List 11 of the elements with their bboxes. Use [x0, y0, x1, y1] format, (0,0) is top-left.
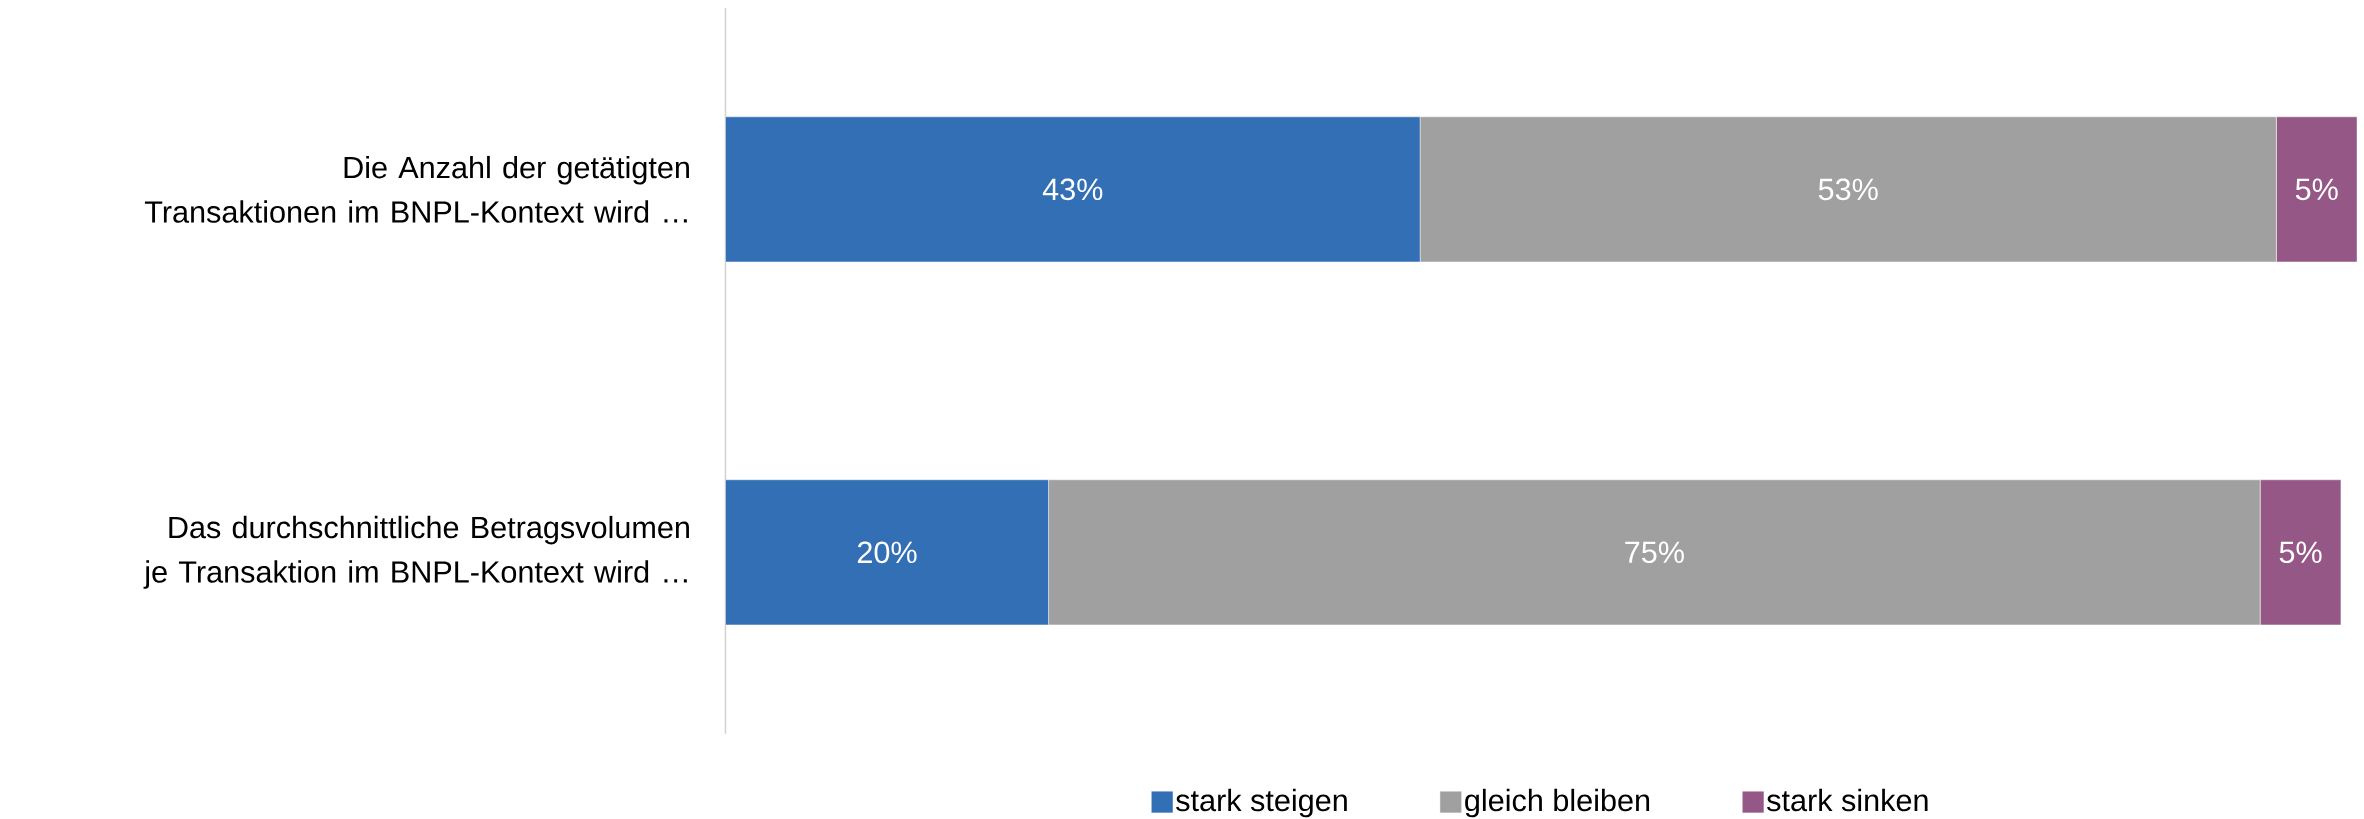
data-label: 43% — [1042, 178, 1103, 201]
data-label: 5% — [2295, 178, 2338, 201]
data-label: 5% — [2279, 541, 2322, 564]
data-label: 20% — [857, 541, 917, 564]
data-label: 75% — [1625, 541, 1684, 564]
y-tick-label: Das durchschnittliche Betragsvolumen je Transaktion im BNPL-Kontext wird … — [143, 515, 689, 589]
data-label: 53% — [1818, 178, 1878, 201]
y-tick-label: Die Anzahl der getätigten Transaktionen im BNPL-Kontext wird … — [144, 155, 689, 223]
legend-label: gleich bleiben — [1465, 788, 1650, 818]
legend-label: stark sinken — [1767, 788, 1928, 812]
legend-label: stark steigen — [1176, 788, 1347, 818]
